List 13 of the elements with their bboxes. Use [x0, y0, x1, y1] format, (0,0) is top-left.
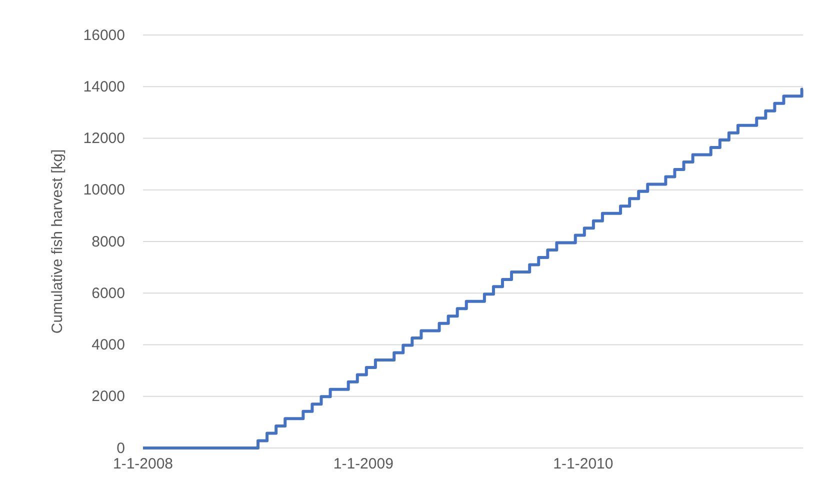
y-tick-label: 14000: [83, 78, 125, 96]
y-tick-label: 8000: [92, 233, 125, 250]
y-tick-label: 16000: [83, 26, 125, 44]
y-tick-label: 6000: [92, 284, 125, 302]
x-tick-label: 1-1-2009: [333, 456, 394, 473]
y-axis-title: Cumulative fish harvest [kg]: [49, 149, 66, 334]
y-tick-label: 0: [116, 440, 125, 457]
y-tick-label: 2000: [92, 388, 125, 406]
x-tick-label: 1-1-2010: [553, 456, 614, 473]
x-tick-label: 1-1-2008: [112, 456, 174, 473]
y-tick-label: 12000: [83, 130, 125, 148]
y-tick-label: 4000: [92, 336, 125, 354]
y-tick-label: 10000: [83, 182, 125, 199]
